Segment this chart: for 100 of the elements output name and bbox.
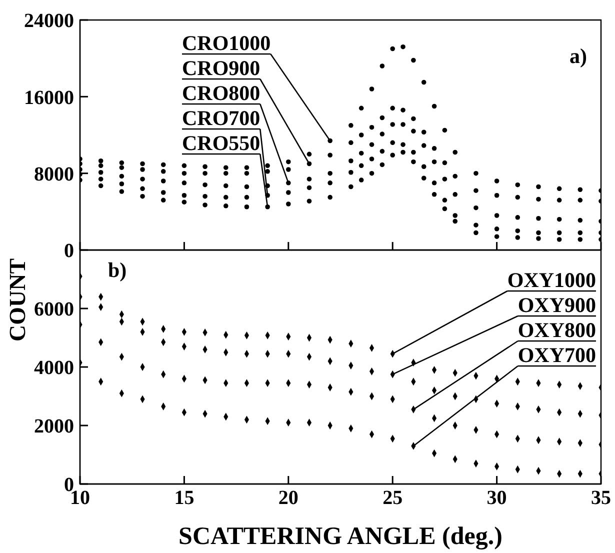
point (494, 213, 500, 218)
point (432, 146, 437, 151)
point (119, 174, 124, 179)
point (411, 128, 416, 134)
point (328, 180, 332, 186)
point (306, 176, 312, 182)
point (244, 184, 250, 190)
point (452, 213, 458, 218)
point (474, 170, 478, 176)
annotation: CRO800 (182, 81, 260, 105)
point (98, 158, 104, 164)
point (494, 178, 500, 184)
point (348, 170, 354, 175)
point (358, 163, 364, 168)
point (369, 156, 374, 162)
point (442, 176, 448, 182)
annotation: b) (108, 258, 127, 283)
point (556, 230, 562, 236)
point (400, 142, 406, 147)
point (244, 194, 250, 200)
point (182, 170, 187, 176)
point (328, 170, 332, 176)
point (223, 170, 228, 176)
point (515, 228, 520, 234)
point (390, 140, 395, 146)
point (515, 194, 520, 200)
point (380, 162, 385, 168)
point (140, 161, 145, 166)
point (390, 46, 395, 52)
point (452, 218, 458, 224)
point (432, 104, 437, 109)
y-tick-label: 24000 (24, 10, 74, 32)
point (400, 108, 406, 112)
point (411, 58, 416, 63)
point (223, 165, 228, 170)
point (286, 167, 291, 172)
point (160, 162, 166, 168)
y-tick-label: 4000 (34, 357, 74, 380)
point (202, 182, 208, 188)
point (358, 106, 364, 111)
point (536, 196, 541, 202)
point (432, 192, 437, 197)
point (223, 183, 228, 188)
point (421, 176, 426, 181)
point (494, 226, 500, 232)
point (515, 235, 520, 240)
point (369, 124, 374, 130)
point (494, 192, 500, 198)
point (515, 182, 520, 188)
annotation: a) (570, 44, 587, 69)
point (578, 230, 583, 236)
annotation: CRO1000 (182, 31, 271, 55)
point (400, 122, 406, 127)
annotation: OXY700 (518, 343, 596, 367)
y-tick-label: 8000 (34, 163, 74, 186)
x-tick-label: 15 (174, 487, 194, 510)
point (306, 152, 312, 157)
x-tick-label: 35 (591, 487, 611, 510)
point (452, 150, 458, 155)
point (536, 184, 541, 190)
point (119, 181, 124, 186)
annotation: CRO550 (182, 131, 260, 155)
point (160, 190, 166, 195)
point (380, 115, 385, 120)
point (160, 169, 166, 174)
point (452, 174, 458, 179)
point (494, 234, 500, 239)
point (390, 152, 395, 158)
point (182, 192, 187, 198)
point (421, 80, 426, 85)
point (515, 215, 520, 220)
point (536, 216, 541, 221)
point (474, 230, 478, 236)
annotation: CRO700 (182, 106, 260, 130)
annotation: OXY800 (518, 318, 596, 342)
point (390, 122, 395, 127)
point (578, 198, 583, 203)
point (348, 140, 354, 146)
point (432, 180, 437, 186)
point (556, 216, 562, 222)
point (140, 176, 145, 182)
point (140, 186, 145, 192)
point (160, 178, 166, 184)
point (98, 176, 104, 182)
point (244, 204, 250, 210)
point (474, 205, 478, 210)
point (306, 185, 312, 190)
point (244, 165, 250, 170)
point (119, 160, 124, 166)
point (98, 183, 104, 188)
point (369, 86, 374, 92)
point (442, 128, 448, 133)
point (474, 222, 478, 228)
point (442, 206, 448, 212)
point (182, 200, 187, 204)
point (328, 194, 332, 200)
point (182, 163, 187, 168)
x-tick-label: 20 (278, 487, 298, 510)
point (380, 148, 385, 154)
point (119, 165, 124, 170)
